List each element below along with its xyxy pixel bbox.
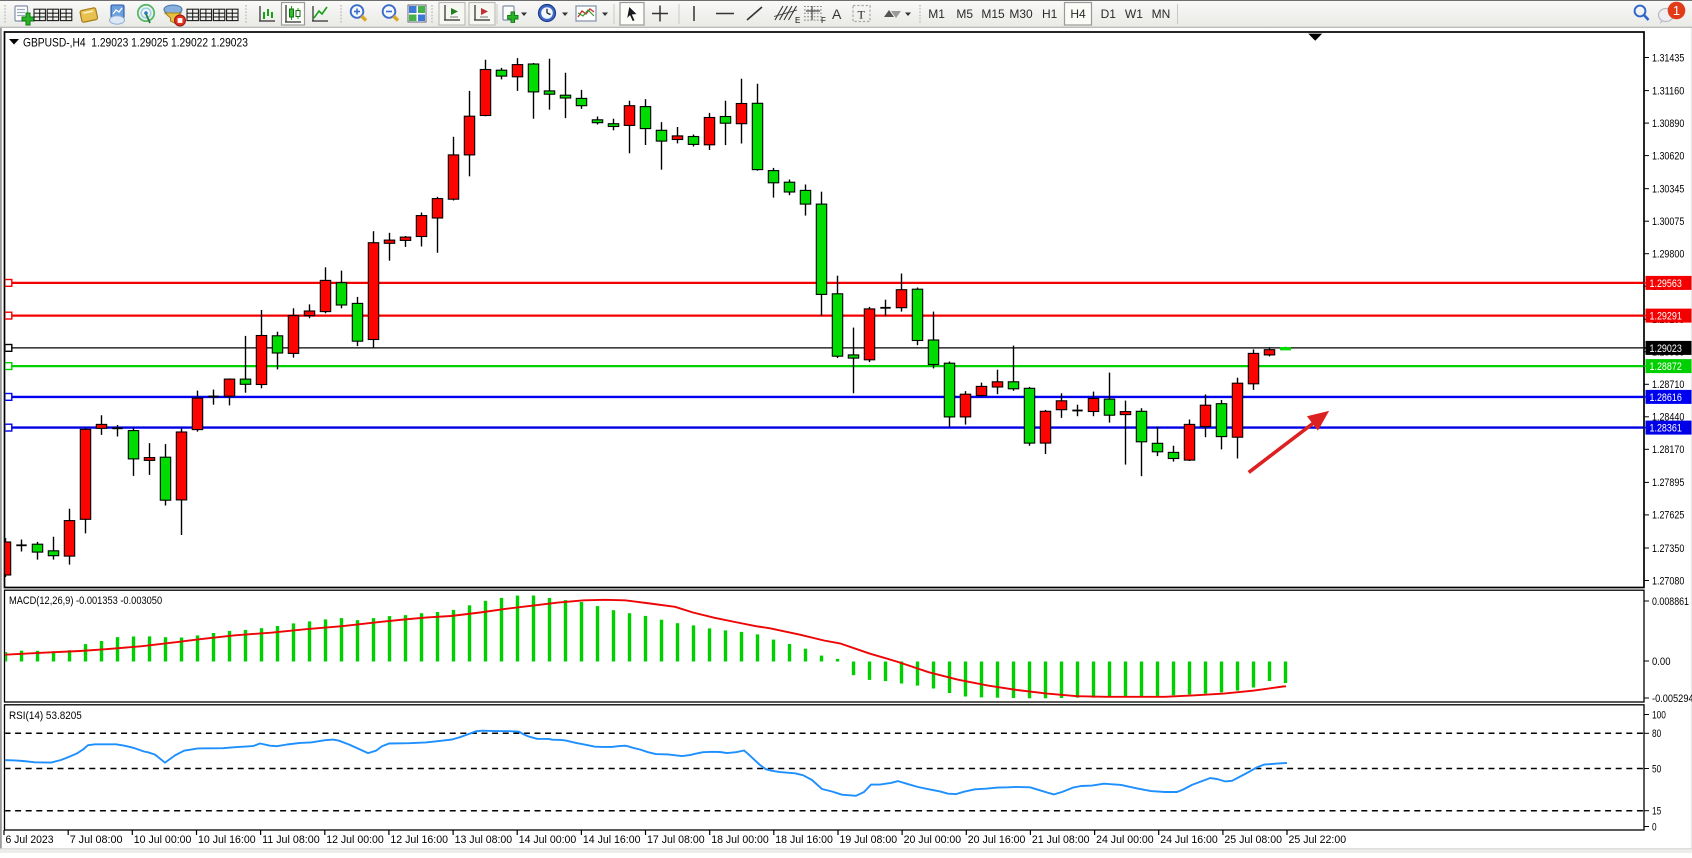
svg-text:1.31160: 1.31160 (1652, 85, 1684, 97)
svg-text:M1: M1 (928, 7, 945, 21)
svg-text:0.00: 0.00 (1652, 656, 1671, 668)
svg-text:1.31435: 1.31435 (1652, 52, 1684, 64)
svg-text:20 Jul 00:00: 20 Jul 00:00 (904, 834, 962, 846)
svg-text:50: 50 (1652, 763, 1661, 775)
svg-text:100: 100 (1652, 709, 1666, 721)
svg-text:M5: M5 (956, 7, 973, 21)
svg-text:GBPUSD-,H4 1.29023 1.29025 1.: GBPUSD-,H4 1.29023 1.29025 1.29022 1.290… (23, 36, 248, 50)
svg-text:1.28710: 1.28710 (1652, 379, 1684, 391)
svg-text:7 Jul 08:00: 7 Jul 08:00 (70, 834, 123, 846)
svg-text:19 Jul 08:00: 19 Jul 08:00 (840, 834, 898, 846)
svg-text:1.28170: 1.28170 (1652, 444, 1684, 456)
svg-text:25 Jul 22:00: 25 Jul 22:00 (1289, 834, 1347, 846)
svg-text:1.29563: 1.29563 (1650, 278, 1682, 290)
svg-text:0.008861: 0.008861 (1652, 596, 1689, 608)
svg-text:W1: W1 (1125, 7, 1143, 21)
svg-text:11 Jul 08:00: 11 Jul 08:00 (262, 834, 320, 846)
svg-text:15: 15 (1652, 806, 1661, 818)
svg-text:6 Jul 2023: 6 Jul 2023 (6, 834, 54, 846)
svg-text:M30: M30 (1009, 7, 1033, 21)
svg-text:1: 1 (1673, 3, 1680, 18)
svg-text:1.28872: 1.28872 (1650, 361, 1682, 373)
svg-text:1.29023: 1.29023 (1650, 343, 1682, 355)
svg-text:1.27625: 1.27625 (1652, 510, 1684, 522)
svg-text:1.30345: 1.30345 (1652, 184, 1684, 196)
svg-text:14 Jul 16:00: 14 Jul 16:00 (583, 834, 641, 846)
svg-text:17 Jul 08:00: 17 Jul 08:00 (647, 834, 705, 846)
svg-text:MN: MN (1152, 7, 1171, 21)
svg-text:1.30620: 1.30620 (1652, 150, 1684, 162)
svg-text:12 Jul 16:00: 12 Jul 16:00 (390, 834, 448, 846)
svg-text:1.28616: 1.28616 (1650, 392, 1682, 404)
svg-text:24 Jul 16:00: 24 Jul 16:00 (1160, 834, 1218, 846)
svg-text:24 Jul 00:00: 24 Jul 00:00 (1096, 834, 1154, 846)
svg-text:1.29800: 1.29800 (1652, 249, 1684, 261)
svg-text:12 Jul 00:00: 12 Jul 00:00 (326, 834, 384, 846)
svg-text:1.27080: 1.27080 (1652, 575, 1684, 587)
svg-text:T: T (858, 8, 866, 22)
svg-text:-0.005294: -0.005294 (1652, 693, 1692, 705)
svg-text:F: F (821, 16, 826, 25)
svg-text:E: E (795, 16, 800, 25)
svg-text:MACD(12,26,9) -0.001353 -0.003: MACD(12,26,9) -0.001353 -0.003050 (9, 595, 162, 607)
svg-text:A: A (832, 6, 842, 22)
svg-text:H1: H1 (1042, 7, 1058, 21)
svg-text:10 Jul 00:00: 10 Jul 00:00 (134, 834, 192, 846)
svg-text:1.29291: 1.29291 (1650, 311, 1682, 323)
svg-text:RSI(14) 53.8205: RSI(14) 53.8205 (9, 710, 82, 722)
svg-text:13 Jul 08:00: 13 Jul 08:00 (455, 834, 513, 846)
svg-text:D1: D1 (1101, 7, 1117, 21)
svg-text:1.27895: 1.27895 (1652, 477, 1684, 489)
svg-text:1.30890: 1.30890 (1652, 118, 1684, 130)
svg-text:M15: M15 (981, 7, 1005, 21)
svg-text:18 Jul 00:00: 18 Jul 00:00 (711, 834, 769, 846)
svg-text:1.27350: 1.27350 (1652, 543, 1684, 555)
svg-text:H4: H4 (1070, 7, 1086, 21)
svg-text:18 Jul 16:00: 18 Jul 16:00 (775, 834, 833, 846)
svg-text:21 Jul 08:00: 21 Jul 08:00 (1032, 834, 1090, 846)
svg-text:80: 80 (1652, 728, 1661, 740)
svg-text:0: 0 (1652, 821, 1657, 833)
svg-text:10 Jul 16:00: 10 Jul 16:00 (198, 834, 256, 846)
svg-text:1.28361: 1.28361 (1650, 423, 1682, 435)
svg-text:25 Jul 08:00: 25 Jul 08:00 (1224, 834, 1282, 846)
svg-text:20 Jul 16:00: 20 Jul 16:00 (968, 834, 1026, 846)
svg-text:14 Jul 00:00: 14 Jul 00:00 (519, 834, 577, 846)
svg-text:1.30075: 1.30075 (1652, 216, 1684, 228)
